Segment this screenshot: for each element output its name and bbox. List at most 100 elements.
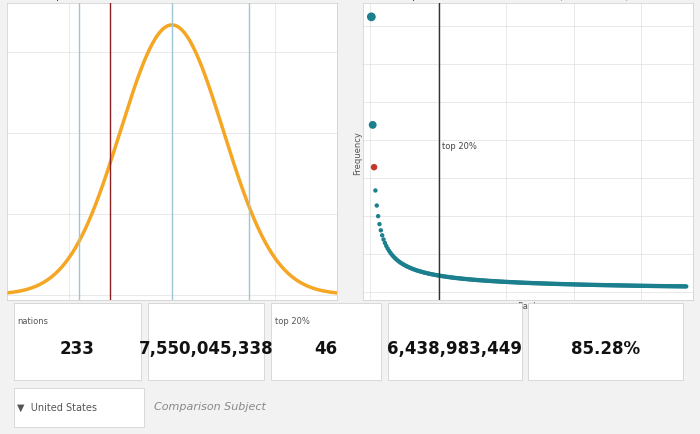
Point <box>654 283 665 290</box>
Point <box>645 283 657 290</box>
Point <box>636 283 647 289</box>
Point <box>650 283 661 290</box>
Point <box>637 283 648 289</box>
Point <box>405 265 416 272</box>
Point <box>391 257 402 264</box>
FancyBboxPatch shape <box>14 388 144 427</box>
Point <box>511 279 522 286</box>
Point <box>679 283 690 290</box>
Point <box>447 274 458 281</box>
Point <box>386 251 398 258</box>
Point <box>421 270 433 277</box>
Point <box>618 283 629 289</box>
Point <box>561 281 573 288</box>
Point <box>428 272 440 279</box>
Point <box>385 250 396 256</box>
Point <box>588 282 599 289</box>
Point <box>519 279 531 286</box>
Point <box>453 275 464 282</box>
Point <box>546 281 557 288</box>
Point <box>591 282 602 289</box>
Point <box>485 278 496 285</box>
Point <box>503 279 514 286</box>
Point <box>626 283 638 289</box>
Point <box>614 282 625 289</box>
Point <box>408 266 419 273</box>
Point <box>478 277 489 284</box>
Point <box>586 282 597 289</box>
Point <box>545 281 556 288</box>
Point <box>523 280 534 287</box>
Point <box>446 274 457 281</box>
Point <box>365 14 377 21</box>
Point <box>424 271 435 278</box>
Point <box>498 279 510 286</box>
Point <box>557 281 568 288</box>
Point <box>436 273 447 280</box>
Point <box>420 270 431 277</box>
Point <box>541 280 552 287</box>
Point <box>400 263 411 270</box>
Point <box>505 279 517 286</box>
Point <box>617 283 628 289</box>
Point <box>659 283 670 290</box>
Point <box>398 262 409 269</box>
Point <box>559 281 570 288</box>
Point <box>667 283 678 290</box>
Point <box>372 213 384 220</box>
Point <box>569 281 580 288</box>
Point <box>660 283 671 290</box>
Point <box>414 268 426 275</box>
Point <box>480 277 491 284</box>
Point <box>633 283 644 289</box>
Point <box>470 277 482 284</box>
Point <box>634 283 645 289</box>
Text: Comparison Subject: Comparison Subject <box>155 401 267 411</box>
Point <box>496 279 507 286</box>
Point <box>452 275 463 282</box>
Point <box>370 187 381 194</box>
Point <box>540 280 551 287</box>
Point <box>371 203 382 210</box>
Point <box>629 283 641 289</box>
Point <box>536 280 547 287</box>
Point <box>397 261 408 268</box>
Point <box>427 271 438 278</box>
Point <box>454 275 466 282</box>
Point <box>381 243 392 250</box>
Point <box>583 282 594 289</box>
Point <box>678 283 689 290</box>
Point <box>573 281 584 288</box>
Point <box>466 276 477 283</box>
Point <box>461 276 472 283</box>
Point <box>654 283 666 290</box>
Point <box>526 280 537 287</box>
Point <box>578 282 589 289</box>
Point <box>521 279 532 286</box>
Point <box>377 232 388 239</box>
Point <box>663 283 674 290</box>
Point <box>484 278 495 285</box>
Point <box>378 237 389 243</box>
Point <box>570 281 582 288</box>
FancyBboxPatch shape <box>388 303 522 380</box>
Point <box>648 283 659 290</box>
Point <box>407 266 418 273</box>
FancyBboxPatch shape <box>271 303 381 380</box>
Point <box>620 283 631 289</box>
FancyBboxPatch shape <box>148 303 265 380</box>
Point <box>680 283 692 290</box>
Point <box>662 283 673 290</box>
Point <box>670 283 681 290</box>
Point <box>438 273 449 280</box>
Point <box>382 246 393 253</box>
Point <box>419 270 430 276</box>
Point <box>568 281 579 288</box>
Point <box>459 276 470 283</box>
Text: Global Population Actual Distribution (linear-linear): Global Population Actual Distribution (l… <box>363 0 629 1</box>
Point <box>611 282 622 289</box>
Point <box>652 283 664 290</box>
Text: 6,438,983,449: 6,438,983,449 <box>387 339 522 358</box>
FancyBboxPatch shape <box>528 303 682 380</box>
Point <box>486 278 498 285</box>
